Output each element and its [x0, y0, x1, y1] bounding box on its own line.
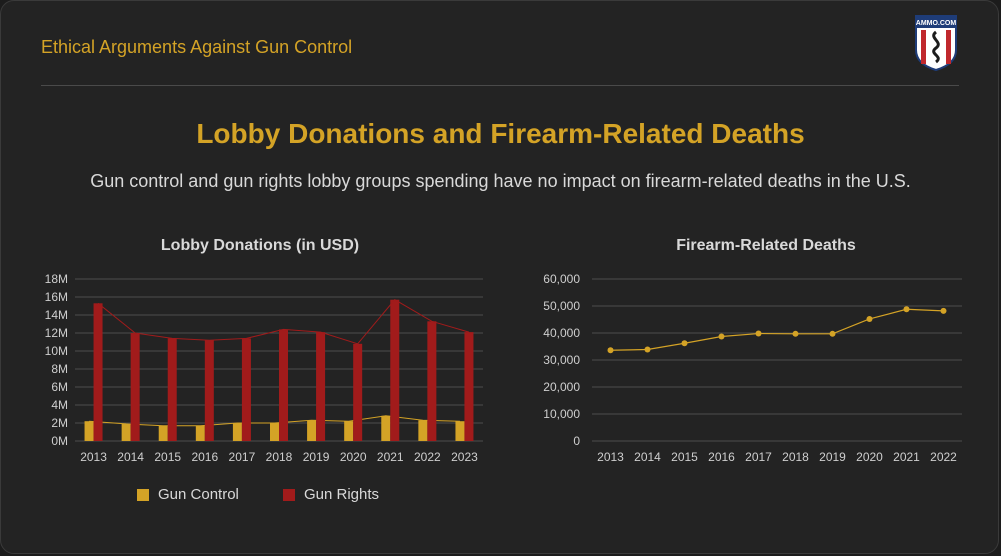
lobby-x-tick: 2014	[117, 450, 144, 464]
deaths-x-tick: 2021	[893, 450, 920, 464]
deaths-y-tick: 30,000	[543, 353, 580, 367]
deaths-x-tick: 2022	[930, 450, 957, 464]
deaths-x-tick: 2019	[819, 450, 846, 464]
deaths-point	[866, 315, 873, 322]
lobby-x-tick: 2022	[414, 450, 441, 464]
gun-rights-bar	[167, 338, 177, 441]
lobby-y-tick: 18M	[45, 272, 68, 286]
gun-rights-bar	[353, 343, 363, 441]
deaths-point	[792, 330, 799, 337]
lobby-y-tick: 12M	[45, 326, 68, 340]
deaths-x-tick: 2018	[782, 450, 809, 464]
lobby-x-tick: 2018	[266, 450, 293, 464]
lobby-y-tick: 14M	[45, 308, 68, 322]
deaths-point	[829, 330, 836, 337]
gun-rights-bar	[204, 340, 214, 441]
deaths-y-tick: 10,000	[543, 407, 580, 421]
deaths-point	[718, 333, 725, 340]
gun-control-bar	[418, 420, 428, 441]
ammo-logo: AMMO.COM	[915, 15, 957, 72]
gun-rights-bar	[427, 321, 437, 441]
lobby-x-tick: 2017	[229, 450, 256, 464]
gun-rights-bar	[279, 329, 288, 441]
gun-control-bar	[270, 423, 279, 441]
header-divider	[41, 85, 959, 86]
deaths-x-tick: 2015	[671, 450, 698, 464]
lobby-chart-title: Lobby Donations (in USD)	[160, 237, 360, 254]
subtitle: Gun control and gun rights lobby groups …	[90, 171, 911, 191]
deaths-y-tick: 50,000	[543, 299, 580, 313]
deaths-point	[940, 307, 947, 314]
deaths-y-tick: 0	[573, 434, 580, 448]
deaths-x-tick: 2020	[856, 450, 883, 464]
deaths-x-tick: 2016	[708, 450, 735, 464]
lobby-y-tick: 4M	[51, 398, 68, 412]
gun-control-bar	[344, 421, 354, 441]
legend-gun-control: Gun Control	[137, 486, 239, 503]
lobby-x-tick: 2023	[451, 450, 478, 464]
gun-control-bar	[195, 425, 205, 441]
deaths-point	[644, 346, 651, 353]
deaths-y-tick: 40,000	[543, 326, 580, 340]
deaths-point	[607, 347, 614, 354]
deaths-y-tick: 60,000	[543, 272, 580, 286]
lobby-x-tick: 2013	[80, 450, 107, 464]
deaths-point	[755, 330, 762, 337]
lobby-x-tick: 2020	[340, 450, 367, 464]
logo-text: AMMO.COM	[916, 20, 957, 27]
gun-control-bar	[307, 420, 317, 441]
deaths-x-tick: 2014	[634, 450, 661, 464]
lobby-x-tick: 2015	[154, 450, 181, 464]
lobby-y-tick: 6M	[51, 380, 68, 394]
deaths-y-tick: 20,000	[543, 380, 580, 394]
gun-control-bar	[84, 421, 94, 441]
deaths-line	[610, 308, 944, 351]
lobby-x-tick: 2019	[303, 450, 330, 464]
main-title: Lobby Donations and Firearm-Related Deat…	[196, 118, 805, 149]
legend-swatch-gun-control	[137, 488, 149, 501]
deaths-point	[681, 340, 688, 347]
gun-rights-bar	[93, 303, 103, 441]
deaths-x-tick: 2017	[745, 450, 772, 464]
gun-control-bar	[158, 425, 168, 441]
deaths-x-tick: 2013	[597, 450, 624, 464]
deaths-chart-title: Firearm-Related Deaths	[676, 237, 856, 254]
gun-control-bar	[455, 421, 465, 441]
legend-label-gun-rights: Gun Rights	[304, 486, 380, 503]
lobby-x-tick: 2021	[377, 450, 404, 464]
lobby-y-tick: 8M	[51, 362, 68, 376]
gun-rights-bar	[390, 299, 400, 441]
gun-control-bar	[121, 423, 131, 441]
gun-rights-bar	[241, 338, 251, 441]
gun-control-bar	[232, 423, 242, 441]
legend-gun-rights: Gun Rights	[283, 486, 379, 503]
gun-rights-bar	[316, 332, 326, 441]
lobby-y-tick: 10M	[45, 344, 68, 358]
gun-rights-bar	[464, 332, 474, 441]
gun-rights-line	[97, 299, 470, 345]
lobby-x-tick: 2016	[191, 450, 218, 464]
lobby-y-tick: 16M	[45, 290, 68, 304]
legend-swatch-gun-rights	[283, 488, 295, 501]
lobby-y-tick: 0M	[51, 434, 68, 448]
deaths-point	[903, 306, 910, 313]
gun-rights-bar	[130, 333, 140, 441]
legend-label-gun-control: Gun Control	[158, 486, 239, 503]
gun-control-bar	[381, 415, 391, 441]
lobby-y-tick: 2M	[51, 416, 68, 430]
header-title: Ethical Arguments Against Gun Control	[41, 37, 353, 57]
